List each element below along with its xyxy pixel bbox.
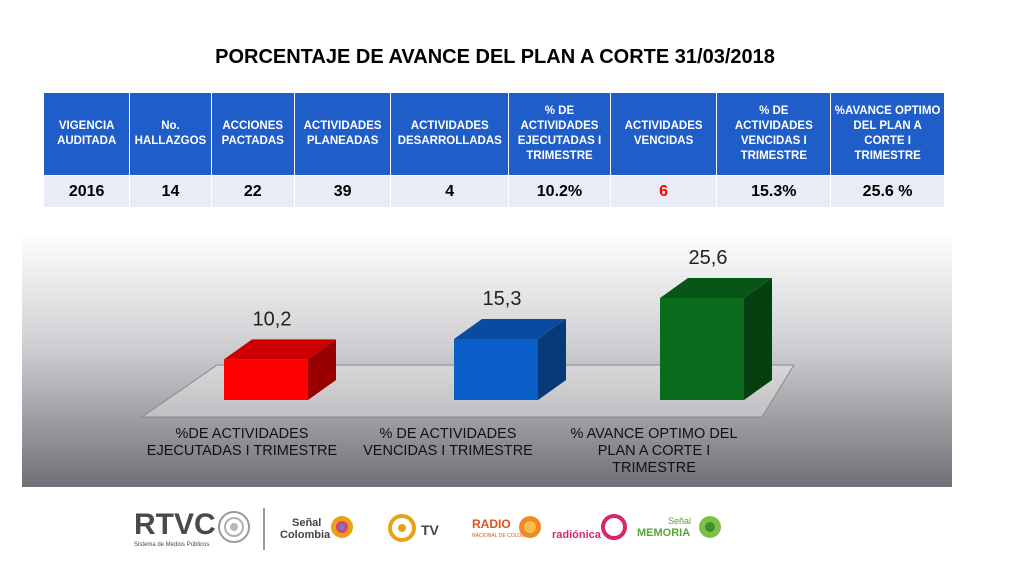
category-label-vencidas: % DE ACTIVIDADES VENCIDAS I TRIMESTRE <box>363 426 533 459</box>
bar-side-ejecutadas <box>308 339 336 400</box>
svg-text:MEMORIA: MEMORIA <box>637 527 690 539</box>
canal-tv-logo: TV <box>388 514 440 542</box>
bar-top-vencidas <box>454 319 566 340</box>
svg-text:Señal: Señal <box>292 517 321 529</box>
header-hallazgos: No. HALLAZGOS <box>129 92 212 176</box>
senal-memoria-logo: Señal MEMORIA <box>637 516 721 539</box>
footer-logos: RTVC Sistema de Medios Públicos Señal Co… <box>134 508 721 550</box>
svg-text:NACIONAL DE COLOMBIA: NACIONAL DE COLOMBIA <box>472 533 534 539</box>
data-label-avance-optimo: 25,6 <box>689 247 728 269</box>
cell-pct-vencidas: 15.3% <box>716 175 832 208</box>
category-label-avance-optimo: % AVANCE OPTIMO DEL PLAN A CORTE I TRIME… <box>570 426 738 476</box>
chart-panel: 10,2 15,3 25,6 %DE ACTIVIDADES EJECUTADAS … <box>22 232 952 487</box>
radio-nacional-logo: RADIO NACIONAL DE COLOMBIA <box>472 516 541 539</box>
svg-text:Colombia: Colombia <box>280 529 331 541</box>
summary-table: VIGENCIA AUDITADA No. HALLAZGOS ACCIONES… <box>42 92 945 208</box>
header-vencidas: ACTIVIDADES VENCIDAS <box>609 92 718 176</box>
header-acciones: ACCIONES PACTADAS <box>210 92 295 176</box>
header-planeadas: ACTIVIDADES PLANEADAS <box>293 92 392 176</box>
radionica-logo: radiónica <box>552 514 627 541</box>
category-label-ejecutadas: %DE ACTIVIDADES EJECUTADAS I TRIMESTRE <box>146 426 338 459</box>
header-pct-ejecutadas: % DE ACTIVIDADES EJECUTADAS I TRIMESTRE <box>508 92 611 176</box>
table-row: 2016 14 22 39 4 10.2% 6 15.3% 25.6 % <box>42 175 945 208</box>
bar-front-ejecutadas <box>224 359 308 400</box>
cell-vencidas: 6 <box>609 175 718 208</box>
bar-top-avance-optimo <box>660 278 772 298</box>
header-pct-vencidas: % DE ACTIVIDADES VENCIDAS I TRIMESTRE <box>716 92 832 176</box>
bar-side-avance-optimo <box>744 278 772 400</box>
bar-top-ejecutadas <box>224 339 336 360</box>
header-vigencia: VIGENCIA AUDITADA <box>42 92 131 176</box>
cell-pct-ejecutadas: 10.2% <box>508 175 611 208</box>
svg-text:Sistema de Medios Públicos: Sistema de Medios Públicos <box>134 542 209 548</box>
bar-side-vencidas <box>538 319 566 400</box>
rtvc-logo: RTVC Sistema de Medios Públicos <box>134 508 250 548</box>
page-title: PORCENTAJE DE AVANCE DEL PLAN A CORTE 31… <box>215 46 775 68</box>
data-label-ejecutadas: 10,2 <box>253 308 292 330</box>
cell-hallazgos: 14 <box>129 175 212 208</box>
svg-text:TV: TV <box>421 522 440 538</box>
table-header-row: VIGENCIA AUDITADA No. HALLAZGOS ACCIONES… <box>42 92 945 176</box>
bar-front-vencidas <box>454 339 538 400</box>
svg-text:RADIO: RADIO <box>472 517 511 531</box>
header-desarrolladas: ACTIVIDADES DESARROLLADAS <box>390 92 510 176</box>
cell-avance-optimo: 25.6 % <box>830 175 945 208</box>
bar-front-avance-optimo <box>660 298 744 400</box>
svg-text:Señal: Señal <box>668 516 691 526</box>
cell-vigencia: 2016 <box>42 175 131 208</box>
cell-acciones: 22 <box>210 175 295 208</box>
header-avance-optimo: %AVANCE OPTIMO DEL PLAN A CORTE I TRIMES… <box>830 92 945 176</box>
cell-desarrolladas: 4 <box>390 175 510 208</box>
data-label-vencidas: 15,3 <box>483 288 522 310</box>
svg-text:radiónica: radiónica <box>552 529 602 541</box>
bar-chart: 10,2 15,3 25,6 <box>140 247 795 418</box>
svg-text:RTVC: RTVC <box>134 508 216 541</box>
cell-planeadas: 39 <box>293 175 392 208</box>
senal-colombia-logo: Señal Colombia <box>280 516 353 541</box>
